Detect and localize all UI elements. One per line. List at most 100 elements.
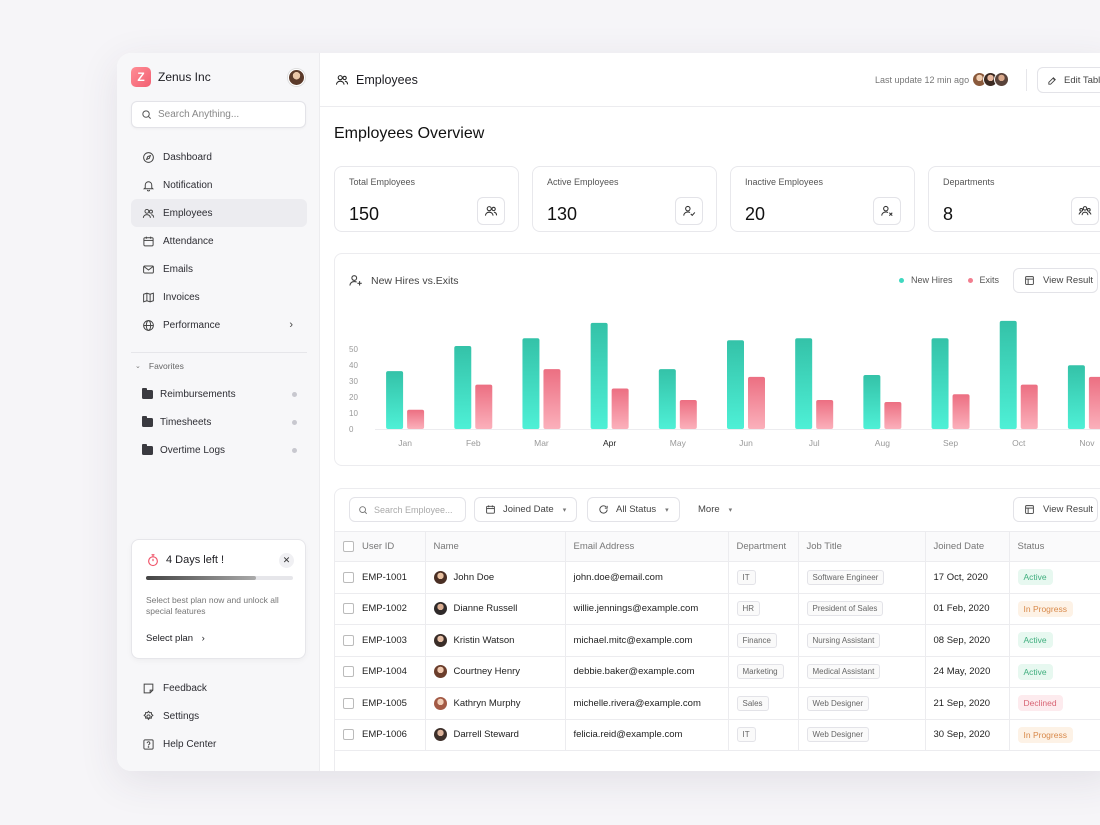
row-checkbox[interactable] <box>343 603 354 615</box>
cell-email: willie.jennings@example.com <box>565 593 729 625</box>
table-row[interactable]: EMP-1001 John Doe john.doe@email.com IT Soft… <box>335 561 1100 594</box>
bar-exits[interactable] <box>816 400 834 429</box>
column-email[interactable]: Email Address <box>565 531 729 562</box>
job-title-tag: Software Engineer <box>806 569 885 585</box>
table-row[interactable]: EMP-1005 Kathryn Murphy michelle.rivera@ex… <box>335 687 1100 720</box>
table-row[interactable]: EMP-1006 Darrell Steward felicia.reid@exam… <box>335 719 1100 751</box>
bar-new-hires[interactable] <box>795 338 813 429</box>
bar-new-hires[interactable] <box>999 320 1017 429</box>
bar-exits[interactable] <box>884 401 902 429</box>
stat-icon-box[interactable] <box>1071 197 1099 225</box>
bar-exits[interactable] <box>475 384 493 429</box>
stat-label: Active Employees <box>547 177 619 187</box>
favorite-item-timesheets[interactable]: Timesheets <box>131 408 307 436</box>
last-update: Last update 12 min ago <box>875 75 970 85</box>
row-checkbox[interactable] <box>343 666 354 678</box>
row-checkbox[interactable] <box>343 697 354 709</box>
layout-icon <box>1025 276 1034 285</box>
column-job-title[interactable]: Job Title <box>798 531 926 562</box>
sidebar-item-invoices[interactable]: Invoices <box>131 283 307 311</box>
brand[interactable]: Z Zenus Inc <box>131 67 211 87</box>
bar-new-hires[interactable] <box>590 322 608 429</box>
sidebar-item-help-center[interactable]: Help Center <box>131 730 307 758</box>
column-status[interactable]: Status <box>1009 531 1100 562</box>
filter-more[interactable]: More ▾ <box>687 497 743 522</box>
cell-job-title: Medical Assistant <box>798 656 926 688</box>
bar-exits[interactable] <box>748 376 765 429</box>
row-checkbox[interactable] <box>343 571 354 583</box>
edit-table-button[interactable]: Edit Table <box>1037 67 1100 93</box>
filter-joined-date[interactable]: Joined Date ▾ <box>474 497 578 522</box>
edit-table-label: Edit Table <box>1064 74 1100 86</box>
bar-exits[interactable] <box>952 394 970 429</box>
sidebar-item-settings[interactable]: Settings <box>131 702 307 730</box>
table-row[interactable]: EMP-1003 Kristin Watson michael.mitc@examp… <box>335 624 1100 657</box>
row-checkbox[interactable] <box>343 634 354 646</box>
sidebar-item-emails[interactable]: Emails <box>131 255 307 283</box>
cell-name: Dianne Russell <box>425 593 566 625</box>
bar-new-hires[interactable] <box>1067 365 1085 429</box>
edit-icon <box>1048 76 1056 85</box>
favorites-list: Reimbursements Timesheets Overtime Logs <box>131 380 307 464</box>
user-id: EMP-1002 <box>362 603 407 615</box>
bell-icon <box>142 180 155 191</box>
column-name[interactable]: Name <box>425 531 566 562</box>
close-icon[interactable]: ✕ <box>279 553 294 568</box>
cell-department: Finance <box>728 624 799 657</box>
search-box[interactable] <box>131 101 306 128</box>
row-checkbox[interactable] <box>343 729 354 741</box>
select-all-checkbox[interactable] <box>343 540 354 552</box>
column-department[interactable]: Department <box>728 531 799 562</box>
employee-search[interactable] <box>349 497 466 522</box>
column-user-id[interactable]: User ID <box>335 531 426 562</box>
stat-value: 150 <box>349 204 380 224</box>
stat-card-departments: Departments 8 <box>928 166 1100 232</box>
cell-email: michael.mitc@example.com <box>565 624 729 657</box>
bar-new-hires[interactable] <box>931 338 949 429</box>
bar-new-hires[interactable] <box>386 371 404 429</box>
stat-label: Total Employees <box>349 177 416 187</box>
employee-search-input[interactable] <box>374 504 464 515</box>
bar-new-hires[interactable] <box>522 338 540 429</box>
filter-status[interactable]: All Status ▾ <box>587 497 680 522</box>
bar-exits[interactable] <box>1020 384 1038 429</box>
sidebar-item-notification[interactable]: Notification <box>131 171 307 199</box>
favorites-toggle[interactable]: ⌄ Favorites <box>135 361 184 371</box>
favorite-item-reimbursements[interactable]: Reimbursements <box>131 380 307 408</box>
column-joined-date[interactable]: Joined Date <box>925 531 1010 562</box>
sidebar-item-employees[interactable]: Employees <box>131 199 307 227</box>
chevron-down-icon: ▾ <box>728 506 733 514</box>
table-view-result-button[interactable]: View Result <box>1013 497 1098 522</box>
user-avatar[interactable] <box>288 69 305 86</box>
bar-exits[interactable] <box>407 409 425 429</box>
legend-item-new-hires[interactable]: New Hires <box>899 275 953 285</box>
bar-exits[interactable] <box>1088 376 1100 429</box>
sidebar-item-feedback[interactable]: Feedback <box>131 674 307 702</box>
stat-icon-box[interactable] <box>873 197 901 225</box>
stat-card-active: Active Employees 130 <box>532 166 717 232</box>
favorite-item-overtime-logs[interactable]: Overtime Logs <box>131 436 307 464</box>
table-row[interactable]: EMP-1004 Courtney Henry debbie.baker@examp… <box>335 656 1100 688</box>
bar-exits[interactable] <box>679 400 697 429</box>
sidebar-item-attendance[interactable]: Attendance <box>131 227 307 255</box>
sidebar-item-performance[interactable]: Performance › <box>131 311 307 339</box>
table-row[interactable]: EMP-1002 Dianne Russell willie.jennings@ex… <box>335 593 1100 625</box>
collaborator-avatars[interactable] <box>972 72 1009 87</box>
bar-new-hires[interactable] <box>727 340 744 429</box>
status-badge: Active <box>1017 632 1053 649</box>
legend-item-exits[interactable]: Exits <box>967 275 999 285</box>
search-input[interactable] <box>158 109 298 120</box>
bar-new-hires[interactable] <box>658 369 676 429</box>
chart-view-result-button[interactable]: View Result <box>1013 268 1098 293</box>
stat-icon-box[interactable] <box>675 197 703 225</box>
bar-exits[interactable] <box>611 388 629 429</box>
column-label: Job Title <box>806 541 842 552</box>
bar-exits[interactable] <box>543 369 561 429</box>
bar-new-hires[interactable] <box>454 346 472 429</box>
sidebar-item-dashboard[interactable]: Dashboard <box>131 143 307 171</box>
stat-value: 20 <box>745 204 766 224</box>
sidebar-item-label: Invoices <box>163 291 200 303</box>
stat-icon-box[interactable] <box>477 197 505 225</box>
bar-new-hires[interactable] <box>863 374 881 429</box>
select-plan-link[interactable]: Select plan › <box>146 633 205 644</box>
